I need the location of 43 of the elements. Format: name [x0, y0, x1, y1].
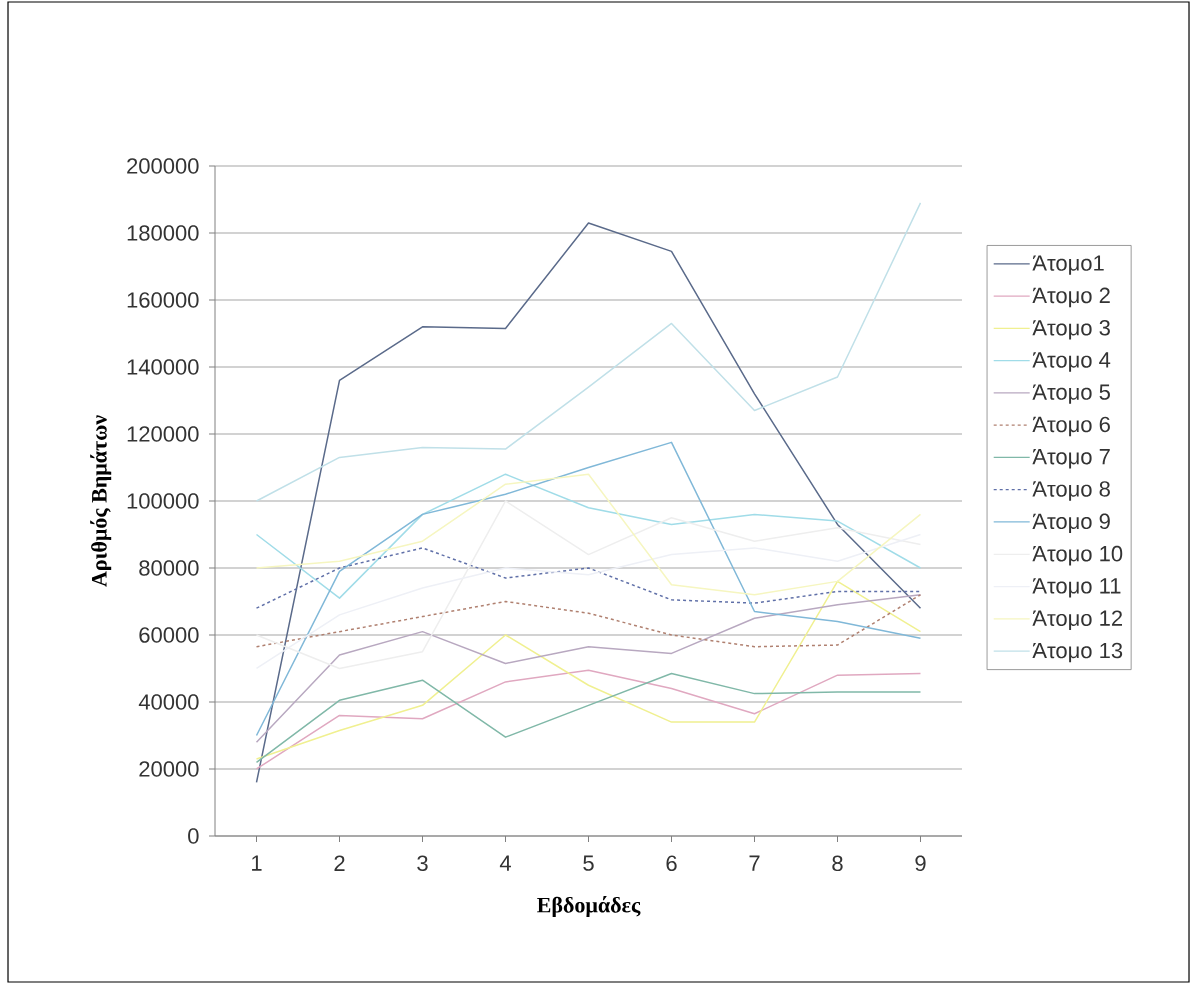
- x-tick-label: 2: [334, 855, 345, 871]
- y-tick-label: 200000: [127, 158, 199, 174]
- y-tick-label: 0: [188, 828, 199, 844]
- y-tick-label: 80000: [139, 560, 199, 576]
- legend-label: Άτομο 2: [1032, 287, 1110, 308]
- x-tick-label: 3: [417, 855, 428, 872]
- y-axis-title: Αριθμός Βημάτων: [90, 415, 112, 587]
- line-series: [255, 500, 922, 670]
- y-tick-label: 120000: [127, 426, 199, 442]
- x-tick-label: 9: [915, 855, 926, 872]
- legend-label: Άτομο 13: [1032, 642, 1123, 663]
- y-tick-label: 160000: [127, 292, 199, 308]
- x-tick-label: 7: [749, 855, 760, 871]
- x-axis-title: Εβδομάδες: [537, 895, 641, 917]
- x-tick-label: 6: [666, 855, 677, 872]
- legend-label: Άτομο 10: [1032, 545, 1123, 566]
- line-series: [255, 547, 922, 609]
- y-tick-label: 60000: [139, 627, 199, 643]
- legend-label: Άτομο 5: [1032, 384, 1110, 404]
- legend-label: Άτομο 9: [1032, 513, 1110, 534]
- y-tick-label: 40000: [138, 694, 199, 710]
- y-tick-label: 100000: [127, 493, 199, 509]
- legend-label: Άτομο 11: [1032, 578, 1121, 598]
- line-series: [255, 441, 922, 737]
- line-series: [255, 594, 922, 743]
- x-tick-label: 8: [832, 855, 843, 872]
- legend-label: Άτομο 7: [1032, 448, 1110, 469]
- x-tick-label: 1: [252, 855, 262, 871]
- legend-label: Άτομο 3: [1032, 319, 1110, 340]
- y-tick-label: 180000: [127, 225, 199, 241]
- legend-label: Άτομο 12: [1032, 610, 1122, 630]
- y-tick-label: 140000: [127, 359, 199, 375]
- legend-label: Άτομο 8: [1032, 481, 1110, 501]
- legend-label: Άτομο1: [1032, 255, 1104, 275]
- x-tick-label: 5: [583, 855, 594, 871]
- line-series: [255, 594, 922, 648]
- x-tick-label: 4: [499, 855, 511, 871]
- line-series: [255, 202, 922, 502]
- legend-label: Άτομο 4: [1032, 352, 1111, 372]
- line-series: [255, 580, 922, 760]
- legend-label: Άτομο 6: [1032, 416, 1110, 437]
- line-series: [255, 222, 922, 784]
- y-tick-label: 20000: [139, 761, 199, 777]
